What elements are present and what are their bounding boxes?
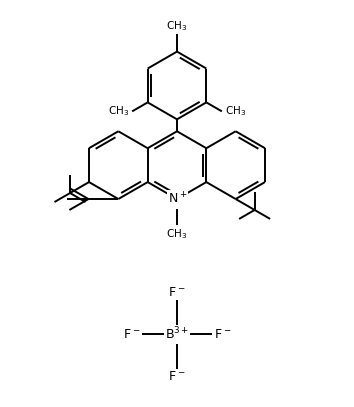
Text: CH$_3$: CH$_3$ bbox=[166, 19, 188, 33]
Text: CH$_3$: CH$_3$ bbox=[166, 227, 188, 241]
Text: F$^-$: F$^-$ bbox=[214, 328, 231, 341]
Text: F$^-$: F$^-$ bbox=[168, 370, 186, 383]
Text: N$^+$: N$^+$ bbox=[168, 191, 187, 207]
Text: F$^-$: F$^-$ bbox=[123, 328, 140, 341]
Text: F$^-$: F$^-$ bbox=[168, 286, 186, 299]
Text: CH$_3$: CH$_3$ bbox=[225, 105, 246, 118]
Text: CH$_3$: CH$_3$ bbox=[108, 105, 129, 118]
Text: B$^{3+}$: B$^{3+}$ bbox=[165, 326, 189, 343]
